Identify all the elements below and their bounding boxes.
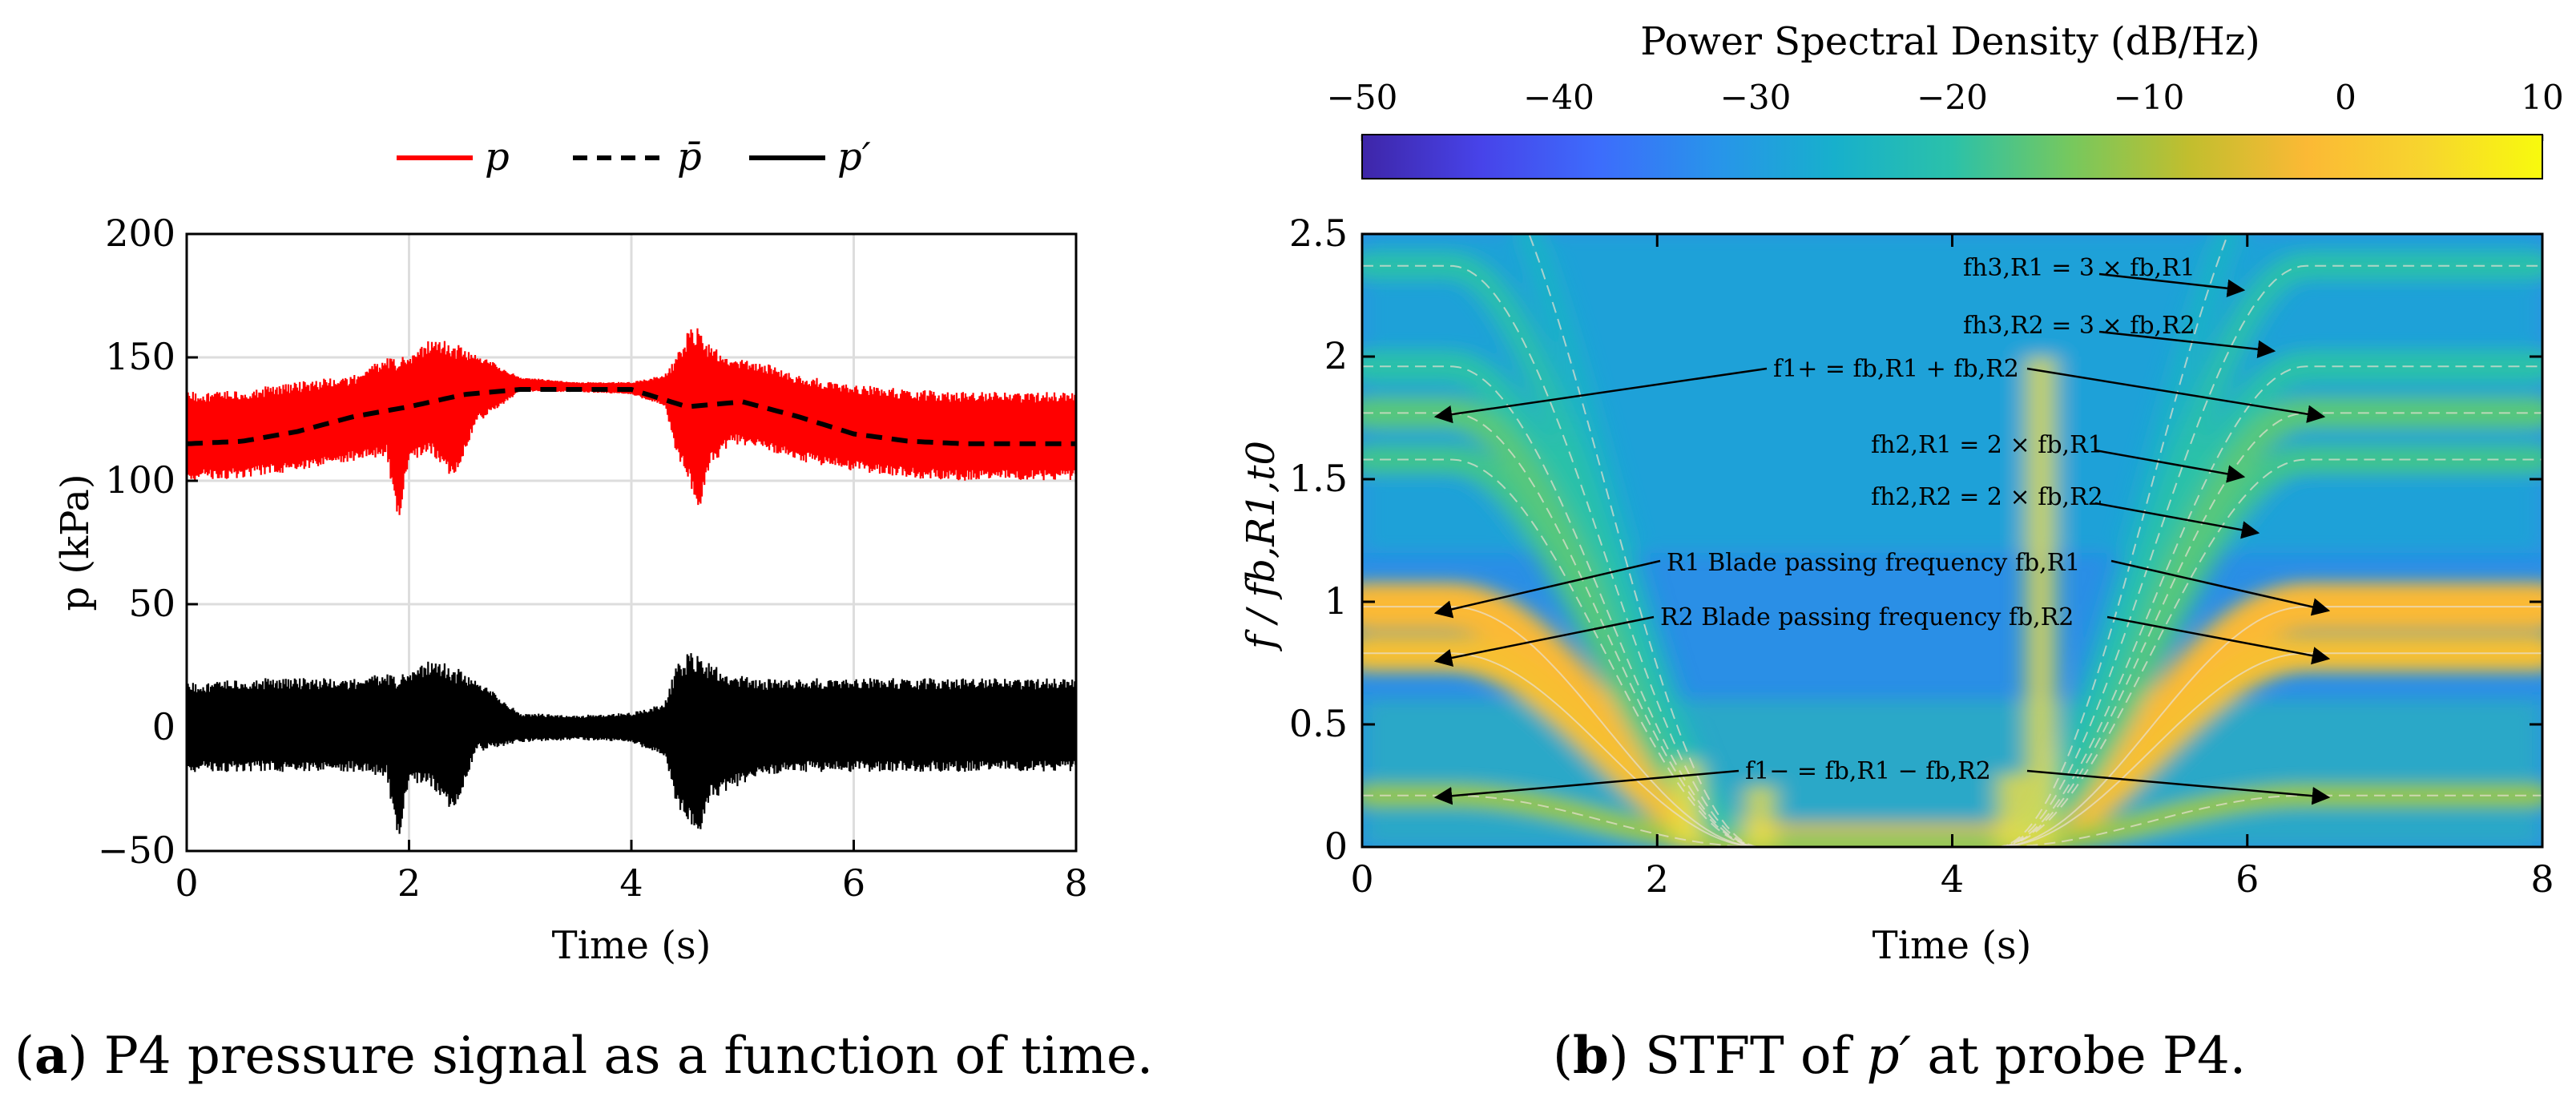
colorbar-title: Power Spectral Density (dB/Hz) — [1640, 19, 2260, 64]
x-tick-label: 8 — [1064, 861, 1087, 905]
x-tick-label: 2 — [1646, 857, 1669, 901]
guide-fh3,R2 — [1362, 264, 2542, 847]
annotation-h2r1: fh2,R1 = 2 × fb,R1 — [1871, 431, 2103, 459]
colorbar-tick-label: −50 — [1327, 78, 1398, 117]
x-tick-label: 2 — [397, 861, 421, 905]
colorbar-tick-label: −10 — [2114, 78, 2185, 117]
y-tick-label: 150 — [105, 335, 175, 378]
caption-b: (b) STFT of p′ at probe P4. — [1553, 1026, 2247, 1086]
arrow-fplus-right — [2026, 367, 2326, 423]
spectrogram-guides — [1362, 234, 2542, 847]
arrow-fplus-left — [1433, 367, 1768, 424]
annotation-h3r1: fh3,R1 = 3 × fb,R1 — [1963, 254, 2195, 282]
series-a — [187, 328, 1076, 834]
annotation-h3r2: fh3,R2 = 3 × fb,R2 — [1963, 312, 2195, 340]
annotation-h2r2: fh2,R2 = 2 × fb,R2 — [1871, 483, 2103, 511]
x-tick-label: 4 — [1941, 857, 1964, 901]
x-tick-label: 8 — [2530, 857, 2554, 901]
burst-3 — [1997, 773, 2026, 847]
guide-f1− — [1362, 794, 2542, 847]
y-axis-label-b: f / fb,R1,t0 — [1239, 441, 1284, 651]
legend-p-label: p — [485, 135, 510, 179]
y-tick-label: 0 — [152, 705, 175, 748]
x-tick-label: 6 — [2235, 857, 2259, 901]
arrow-h3r1 — [2098, 272, 2246, 297]
annotations: fh3,R1 = 3 × fb,R1 fh3,R2 = 3 × fb,R2 f1… — [1433, 254, 2331, 805]
x-tick-label: 0 — [1350, 857, 1373, 901]
x-axis-label-b: Time (s) — [1873, 923, 2032, 968]
x-tick-label: 4 — [619, 861, 643, 905]
arrow-r1bpf-left — [1433, 559, 1661, 619]
guide-fb,R2 — [1362, 652, 2542, 847]
colorbar — [1361, 134, 2543, 179]
burst-1 — [2026, 357, 2055, 847]
y-tick-label: 2 — [1324, 334, 1348, 377]
colorbar-tick-label: 10 — [2521, 78, 2563, 117]
arrow-r2bpf-left — [1433, 615, 1655, 667]
guide-fh2,R1 — [1362, 365, 2542, 847]
annotation-fplus: f1+ = fb,R1 + fb,R2 — [1773, 355, 2019, 383]
panel-b: Power Spectral Density (dB/Hz) −50 −40 −30… — [1239, 19, 2564, 968]
annotation-r2bpf: R2 Blade passing frequency fb,R2 — [1660, 603, 2074, 631]
colorbar-ticks: −50 −40 −30 −20 −10 0 10 — [1327, 78, 2564, 141]
arrow-h3r2 — [2098, 330, 2276, 358]
y-tick-label: 2.5 — [1289, 212, 1348, 255]
series-p-line — [187, 328, 1076, 515]
ticks-b: 0 2 4 6 8 0 0.5 1 1.5 2 2.5 — [1289, 212, 2554, 901]
arrow-fminus-left — [1433, 769, 1740, 805]
arrow-r1bpf-right — [2110, 559, 2331, 616]
annotation-fminus: f1− = fb,R1 − fb,R2 — [1745, 757, 1991, 785]
series-pbar-line — [187, 387, 1076, 446]
series-pprime-line — [187, 653, 1076, 834]
x-tick-label: 0 — [175, 861, 198, 905]
y-tick-label: 1.5 — [1289, 457, 1348, 500]
colorbar-tick-label: −30 — [1720, 78, 1792, 117]
colorbar-tick-label: −20 — [1917, 78, 1988, 117]
burst-2 — [1746, 785, 1776, 847]
guide-fb,R1 — [1362, 606, 2542, 847]
legend-a: p p̄ p′ — [397, 135, 871, 179]
y-axis-label-a: p (kPa) — [53, 474, 98, 611]
y-tick-label: −50 — [98, 829, 175, 872]
y-tick-label: 50 — [128, 582, 175, 625]
colorbar-tick-label: −40 — [1523, 78, 1594, 117]
arrow-fminus-right — [2026, 769, 2331, 805]
y-tick-label: 1 — [1324, 579, 1348, 623]
guide-f1+ — [1362, 412, 2542, 847]
arrow-h2r2 — [2094, 502, 2260, 539]
colorbar-tick-label: 0 — [2335, 78, 2356, 117]
y-tick-label: 200 — [105, 212, 175, 255]
x-axis-label-a: Time (s) — [552, 923, 712, 968]
y-tick-label: 100 — [105, 458, 175, 502]
legend-pbar-label: p̄ — [677, 135, 702, 179]
legend-pprime-label: p′ — [837, 135, 871, 179]
arrow-h2r1 — [2094, 449, 2246, 483]
caption-a: (a) P4 pressure signal as a function of … — [14, 1026, 1154, 1086]
y-tick-label: 0.5 — [1289, 702, 1348, 745]
arrow-r2bpf-right — [2106, 615, 2331, 665]
annotation-r1bpf: R1 Blade passing frequency fb,R1 — [1667, 549, 2080, 577]
spectrogram — [1362, 234, 2542, 847]
x-tick-label: 6 — [842, 861, 865, 905]
guide-fh3,R1 — [1528, 234, 2229, 847]
y-tick-label: 0 — [1324, 825, 1348, 868]
